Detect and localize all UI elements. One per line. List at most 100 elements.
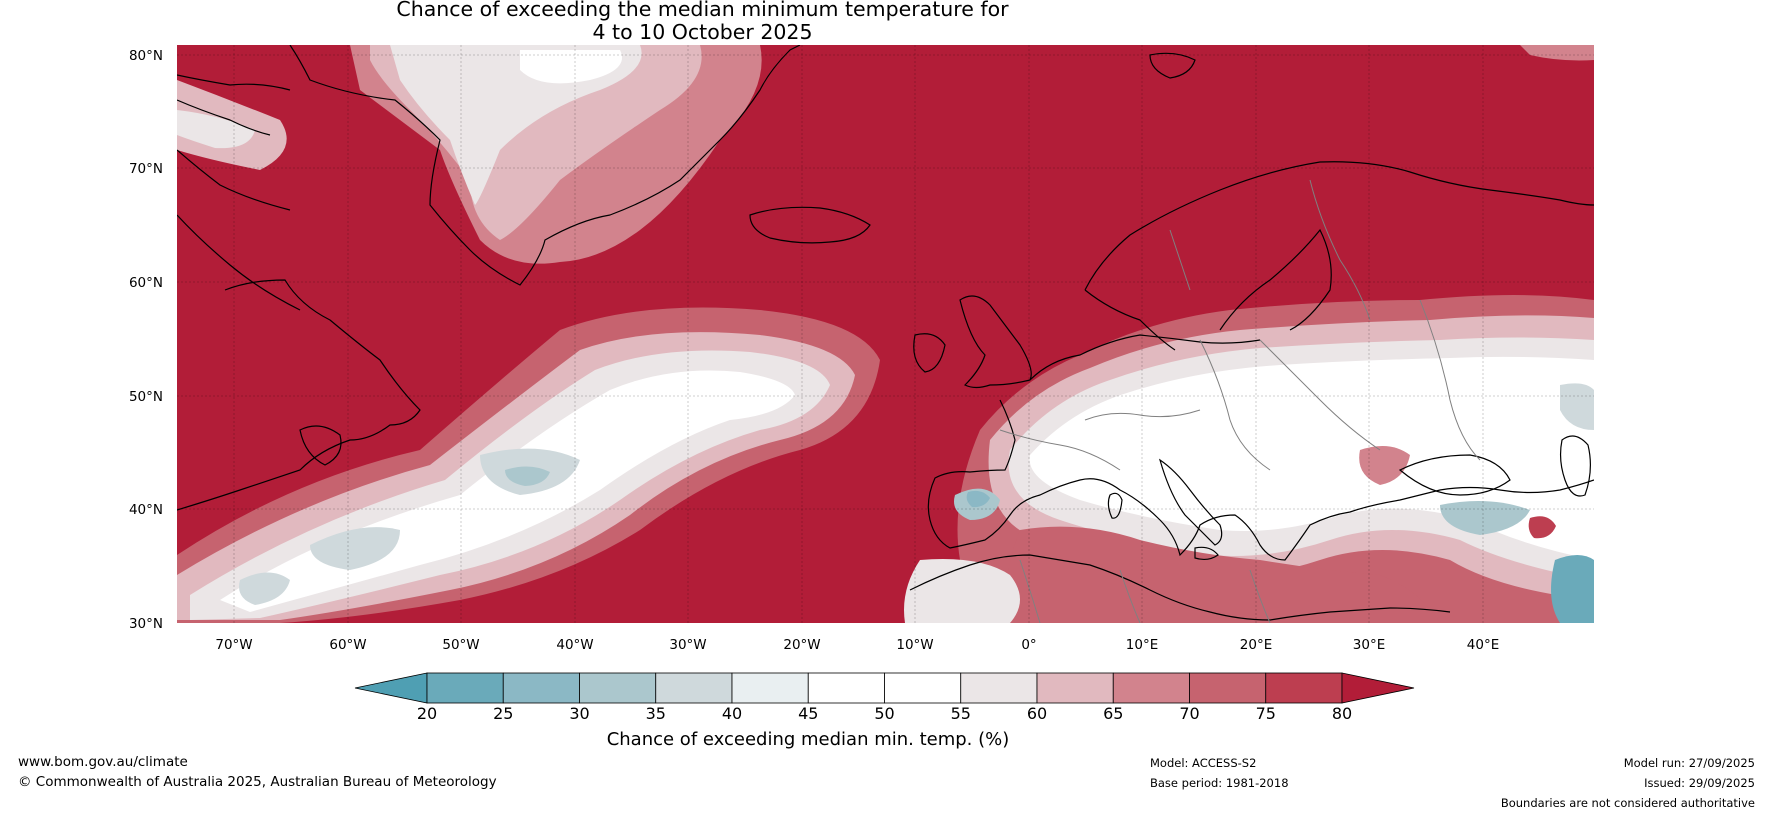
colorbar-tick-55: 55 (951, 704, 971, 723)
colorbar-bin-30_35 (579, 672, 657, 704)
colorbar-tick-45: 45 (798, 704, 818, 723)
region-sw-asia-cold (1551, 555, 1594, 623)
lat-label-80n: 80°N (129, 48, 163, 64)
map-title: Chance of exceeding the median minimum t… (0, 0, 1405, 44)
region-arctic-west-inner (177, 110, 255, 149)
lat-labels: 80°N 70°N 60°N 50°N 40°N 30°N (129, 48, 163, 632)
region-caucasus-warm (1528, 516, 1556, 539)
coastline-iceland (749, 206, 871, 244)
lon-label-10w: 10°W (896, 637, 933, 653)
region-east-cool (1560, 383, 1594, 430)
title-line-2: 4 to 10 October 2025 (592, 20, 813, 44)
colorbar-tick-35: 35 (646, 704, 666, 723)
lon-label-30e: 30°E (1353, 637, 1385, 653)
colorbar-bin-75_80 (1265, 672, 1343, 704)
map-area (177, 45, 1594, 623)
lat-label-40n: 40°N (129, 502, 163, 518)
colorbar-tick-80: 80 (1332, 704, 1352, 723)
boundary-6 (1419, 299, 1481, 461)
footer-website: www.bom.gov.au/climate (18, 754, 188, 770)
coastline-newfoundland (299, 425, 342, 466)
coastline-caspian (1559, 435, 1591, 497)
coastline-black-sea (1398, 454, 1511, 496)
colorbar-bin-70_75 (1189, 672, 1267, 704)
colorbar-bin-60_65 (1036, 672, 1114, 704)
region-atlantic-cool-4 (239, 572, 290, 605)
lon-label-20e: 20°E (1240, 637, 1272, 653)
lon-label-20w: 20°W (783, 637, 820, 653)
boundary-5 (1169, 229, 1191, 291)
region-atlantic-cool-1 (310, 527, 400, 570)
lat-label-70n: 70°N (129, 161, 163, 177)
colorbar-extend-low (354, 672, 428, 704)
region-mediterranean-warm (1006, 526, 1440, 623)
region-arctic-ne (1520, 45, 1594, 61)
coastline-svalbard (1149, 52, 1196, 79)
coastline-western-europe (927, 334, 1594, 561)
colorbar-bin-20_25 (426, 672, 504, 704)
coastline-north-africa (909, 554, 1451, 621)
coastline-ireland (913, 333, 946, 373)
colorbar-bin-55_60 (960, 672, 1038, 704)
lon-label-60w: 60°W (329, 637, 366, 653)
region-balkans-warm (1359, 446, 1410, 485)
coastlines (177, 45, 1594, 621)
region-iberia-cold (966, 490, 990, 508)
region-atlantic-cool-3 (505, 466, 550, 486)
colorbar-extend-high (1341, 672, 1415, 704)
colorbar-tick-70: 70 (1179, 704, 1199, 723)
region-anatolia-cool (1440, 501, 1530, 535)
footer-copyright: © Commonwealth of Australia 2025, Austra… (18, 774, 497, 790)
colorbar-bin-65_70 (1112, 672, 1190, 704)
lon-label-70w: 70°W (215, 637, 252, 653)
colorbar-tick-30: 30 (569, 704, 589, 723)
boundary-1 (1084, 409, 1201, 421)
footer-model: Model: ACCESS-S2 (1150, 756, 1257, 770)
coastline-greenland (289, 45, 801, 286)
footer-disclaimer: Boundaries are not considered authoritat… (1500, 796, 1755, 810)
colorbar-title: Chance of exceeding median min. temp. (%… (607, 729, 1010, 750)
lon-label-50w: 50°W (442, 637, 479, 653)
lon-label-10e: 10°E (1126, 637, 1158, 653)
lon-label-40w: 40°W (556, 637, 593, 653)
coastline-italy (1158, 458, 1223, 546)
graticule (177, 45, 1594, 623)
colorbar-tick-labels: 20 25 30 35 40 45 50 55 60 65 70 75 80 (417, 704, 1352, 723)
boundary-8 (1019, 559, 1271, 623)
lon-labels: 70°W 60°W 50°W 40°W 30°W 20°W 10°W 0° 10… (215, 637, 1499, 653)
colorbar-bin-35_40 (655, 672, 733, 704)
colorbar-tick-40: 40 (722, 704, 742, 723)
footer-model-run: Model run: 27/09/2025 (1623, 756, 1755, 770)
colorbar-tick-20: 20 (417, 704, 437, 723)
lon-label-0: 0° (1021, 637, 1036, 653)
lon-label-40e: 40°E (1467, 637, 1499, 653)
footer-issued: Issued: 29/09/2025 (1644, 776, 1755, 790)
colorbar-bin-50_55 (884, 672, 962, 704)
colorbar-tick-25: 25 (493, 704, 513, 723)
boundary-2 (1199, 339, 1271, 471)
boundary-3 (1259, 339, 1381, 451)
coastline-labrador (177, 279, 421, 511)
coastline-canadian-arctic (177, 74, 301, 311)
lat-label-50n: 50°N (129, 389, 163, 405)
colorbar-tick-75: 75 (1256, 704, 1276, 723)
colorbar-bin-45_50 (807, 672, 885, 704)
boundaries (999, 179, 1481, 623)
lat-label-60n: 60°N (129, 275, 163, 291)
lat-label-30n: 30°N (129, 616, 163, 632)
colorbar-tick-60: 60 (1027, 704, 1047, 723)
footer-base-period: Base period: 1981-2018 (1150, 776, 1289, 790)
colorbar-bin-40_45 (731, 672, 809, 704)
coastline-mediterranean-islands (1107, 492, 1219, 561)
region-greenland-core (520, 50, 622, 84)
colorbar (354, 672, 1415, 704)
lon-label-30w: 30°W (669, 637, 706, 653)
region-greenland-inner (390, 45, 642, 205)
coastline-scandinavia (1084, 161, 1594, 351)
boundary-7 (999, 429, 1121, 471)
coastline-uk (959, 295, 1032, 389)
boundary-4 (1309, 179, 1371, 321)
colorbar-tick-65: 65 (1103, 704, 1123, 723)
colorbar-tick-50: 50 (874, 704, 894, 723)
